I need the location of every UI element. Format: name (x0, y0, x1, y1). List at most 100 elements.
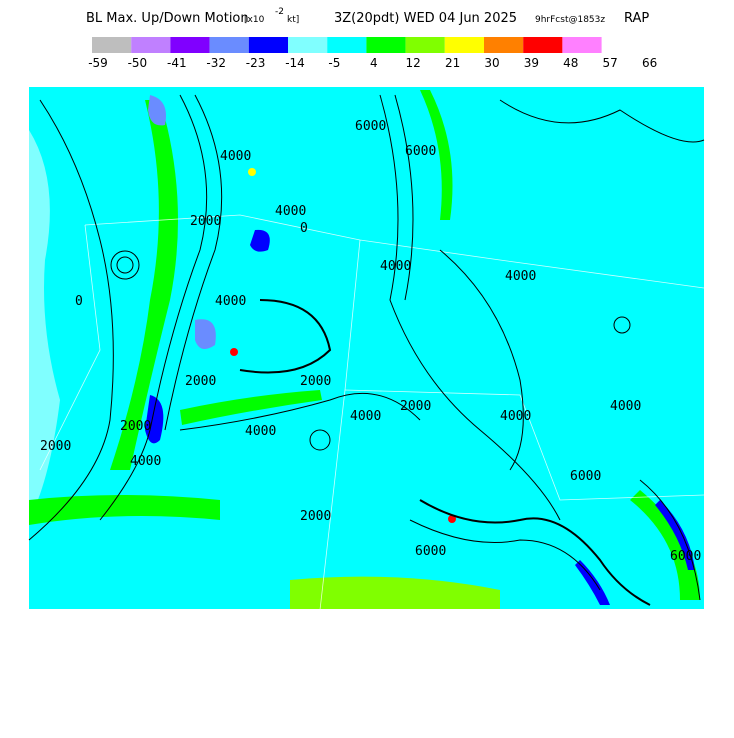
unit: kt] (287, 15, 299, 25)
shade (448, 515, 456, 523)
contour (499, 99, 705, 143)
legend-label: -5 (328, 56, 340, 70)
contour-label: 0 (300, 221, 308, 236)
shade (655, 500, 695, 570)
legend-swatch (288, 37, 328, 53)
forecast: 9hrFcst@1853z (535, 15, 605, 25)
legend-swatch (562, 37, 602, 53)
contour-label: 4000 (380, 259, 411, 274)
shade (248, 168, 256, 176)
contour-label: 6000 (415, 544, 446, 559)
legend-label: 48 (563, 56, 578, 70)
contour (164, 94, 223, 431)
contour-label: 0 (75, 294, 83, 309)
contour (379, 94, 561, 521)
header: BL Max. Up/Down Motion [x10 -2 kt] 3Z(20… (86, 7, 649, 26)
contour-label: 4000 (215, 294, 246, 309)
contour (28, 99, 114, 541)
map-background (29, 87, 704, 609)
contour (613, 316, 631, 334)
contour-label: 6000 (355, 119, 386, 134)
borders (39, 214, 705, 611)
contour-label: 2000 (120, 419, 151, 434)
shade (148, 95, 166, 126)
legend-swatch (484, 37, 524, 53)
shade (180, 390, 322, 425)
legend-label: -59 (88, 56, 108, 70)
legend-label: 30 (484, 56, 499, 70)
contour-labels: 4000 2000 0 4000 4000 2000 2000 4000 200… (40, 119, 701, 564)
contour-label: 2000 (300, 374, 331, 389)
shade (110, 100, 178, 470)
contour (409, 519, 601, 591)
valid-time: 3Z(20pdt) WED 04 Jun 2025 (334, 11, 517, 26)
contour-label: 6000 (405, 144, 436, 159)
legend-swatch (248, 37, 288, 53)
shading (29, 90, 700, 609)
contour-label: 4000 (610, 399, 641, 414)
contour (179, 392, 421, 431)
shade (290, 576, 500, 609)
contour-label: 4000 (350, 409, 381, 424)
legend-label: 66 (642, 56, 657, 70)
legend-swatch (131, 37, 171, 53)
legend-swatch (92, 37, 132, 53)
contour-label: 2000 (40, 439, 71, 454)
shade (630, 490, 700, 600)
legend-label: 57 (603, 56, 618, 70)
border (344, 389, 705, 501)
contour (639, 479, 701, 601)
contour (394, 94, 414, 301)
shade (250, 229, 270, 252)
contour-label: 2000 (185, 374, 216, 389)
legend-label: 39 (524, 56, 539, 70)
title: BL Max. Up/Down Motion (86, 11, 249, 26)
legend-swatch (523, 37, 563, 53)
shade (230, 348, 238, 356)
shade (420, 90, 453, 220)
contour (110, 250, 140, 280)
contour (239, 299, 332, 374)
contour-label: 4000 (130, 454, 161, 469)
unit: [x10 (244, 15, 265, 25)
contour-label: 6000 (570, 469, 601, 484)
legend-swatch (444, 37, 484, 53)
legend-label: 4 (370, 56, 378, 70)
contour-label: 4000 (275, 204, 306, 219)
contour (116, 256, 134, 274)
contour-label: 4000 (500, 409, 531, 424)
contour-label: 4000 (505, 269, 536, 284)
model: RAP (624, 11, 649, 26)
shade (29, 495, 220, 525)
unit-exponent: -2 (275, 7, 284, 17)
legend-label: -23 (246, 56, 266, 70)
contour-label: 6000 (670, 549, 701, 564)
legend-swatch (170, 37, 210, 53)
shade (29, 130, 60, 520)
border (39, 224, 101, 471)
legend: -59 -50 -41 -32 -23 -14 -5 4 12 21 30 39 48 57 66 (88, 37, 657, 70)
legend-label: 12 (406, 56, 421, 70)
contour-label: 2000 (190, 214, 221, 229)
legend-swatch (327, 37, 367, 53)
contour-label: 2000 (400, 399, 431, 414)
legend-label: -50 (128, 56, 148, 70)
contour (419, 499, 651, 606)
legend-label: -32 (206, 56, 226, 70)
legend-label: -14 (285, 56, 305, 70)
contour-label: 4000 (220, 149, 251, 164)
contours (28, 94, 705, 606)
contour (99, 94, 208, 521)
legend-label: -41 (167, 56, 187, 70)
contour-label: 2000 (300, 509, 331, 524)
contour (439, 249, 524, 471)
contour (309, 429, 331, 451)
legend-swatch (209, 37, 249, 53)
contour-label: 4000 (245, 424, 276, 439)
legend-label: 21 (445, 56, 460, 70)
map: 4000 2000 0 4000 4000 2000 2000 4000 200… (28, 87, 705, 611)
legend-swatch (405, 37, 445, 53)
legend-swatch (366, 37, 406, 53)
shade (575, 560, 610, 605)
